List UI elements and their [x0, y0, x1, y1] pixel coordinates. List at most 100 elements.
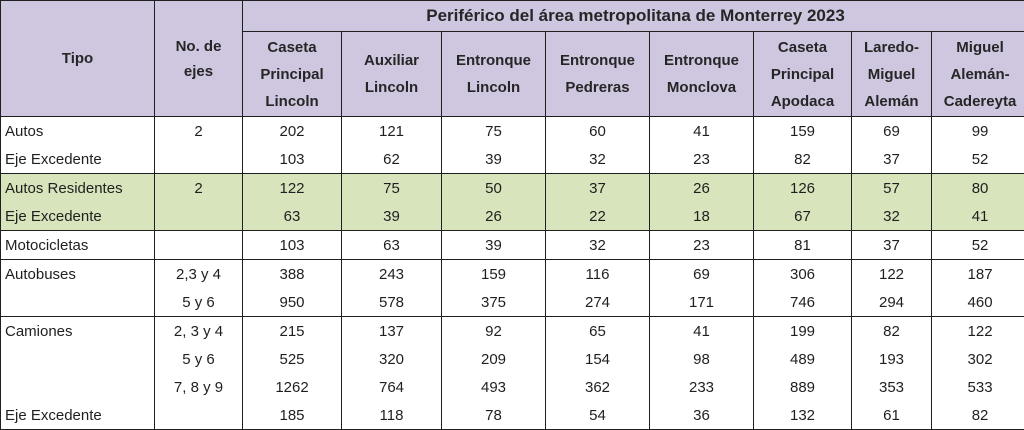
rate-cell: 460	[932, 288, 1024, 317]
rate-cell: 171	[650, 288, 754, 317]
rate-cell: 52	[932, 231, 1024, 260]
row-type-cell: Motocicletas	[1, 231, 155, 260]
rate-cell: 116	[546, 260, 650, 289]
rate-cell: 122	[932, 317, 1024, 346]
rate-cell: 41	[650, 117, 754, 146]
rate-cell: 63	[243, 202, 342, 231]
rate-cell: 118	[342, 401, 442, 430]
rate-cell: 199	[754, 317, 852, 346]
rate-cell: 80	[932, 174, 1024, 203]
rate-cell: 362	[546, 373, 650, 401]
row-axles-cell	[155, 145, 243, 174]
row-axles-cell: 2,3 y 4	[155, 260, 243, 289]
rate-cell: 69	[650, 260, 754, 289]
rate-cell: 533	[932, 373, 1024, 401]
rate-cell: 37	[852, 145, 932, 174]
rate-cell: 52	[932, 145, 1024, 174]
row-axles-cell: 5 y 6	[155, 345, 243, 373]
rate-cell: 126	[754, 174, 852, 203]
rate-cell: 78	[442, 401, 546, 430]
rate-cell: 294	[852, 288, 932, 317]
rate-cell: 243	[342, 260, 442, 289]
ejes-header: No. de ejes	[155, 1, 243, 117]
rate-cell: 103	[243, 145, 342, 174]
rate-cell: 39	[442, 145, 546, 174]
rate-cell: 22	[546, 202, 650, 231]
rate-cell: 388	[243, 260, 342, 289]
row-type-cell	[1, 288, 155, 317]
rate-cell: 950	[243, 288, 342, 317]
column-header-line: Caseta	[243, 34, 341, 61]
column-header-caseta-principal-apodaca: Caseta Principal Apodaca	[754, 32, 852, 117]
rate-cell: 26	[650, 174, 754, 203]
tipo-header: Tipo	[1, 1, 155, 117]
rate-cell: 39	[342, 202, 442, 231]
rate-cell: 75	[342, 174, 442, 203]
row-axles-cell: 2	[155, 174, 243, 203]
column-header-line: Monclova	[650, 74, 753, 101]
rate-cell: 746	[754, 288, 852, 317]
rate-cell: 233	[650, 373, 754, 401]
ejes-header-line: ejes	[155, 59, 242, 84]
column-header-line: Alemán-	[932, 61, 1024, 88]
column-header-caseta-principal-lincoln: Caseta Principal Lincoln	[243, 32, 342, 117]
rate-cell: 306	[754, 260, 852, 289]
row-axles-cell: 2, 3 y 4	[155, 317, 243, 346]
ejes-header-line: No. de	[155, 34, 242, 59]
column-header-auxiliar-lincoln: Auxiliar Lincoln	[342, 32, 442, 117]
rate-cell: 889	[754, 373, 852, 401]
rate-cell: 32	[852, 202, 932, 231]
rate-cell: 92	[442, 317, 546, 346]
row-axles-cell: 7, 8 y 9	[155, 373, 243, 401]
rate-cell: 302	[932, 345, 1024, 373]
rate-cell: 54	[546, 401, 650, 430]
rate-cell: 99	[932, 117, 1024, 146]
column-header-line: Laredo-	[852, 34, 931, 61]
column-header-line: Entronque	[650, 47, 753, 74]
rate-cell: 23	[650, 145, 754, 174]
rate-cell: 132	[754, 401, 852, 430]
column-header-line: Lincoln	[342, 74, 441, 101]
rate-cell: 159	[754, 117, 852, 146]
column-header-line: Auxiliar	[342, 47, 441, 74]
rate-cell: 122	[852, 260, 932, 289]
rate-cell: 187	[932, 260, 1024, 289]
rate-cell: 41	[932, 202, 1024, 231]
rate-cell: 82	[932, 401, 1024, 430]
rate-cell: 1262	[243, 373, 342, 401]
rate-cell: 122	[243, 174, 342, 203]
rate-cell: 75	[442, 117, 546, 146]
column-header-line: Entronque	[546, 47, 649, 74]
row-type-cell: Eje Excedente	[1, 145, 155, 174]
column-header-line: Lincoln	[442, 74, 545, 101]
row-type-cell	[1, 345, 155, 373]
rate-cell: 32	[546, 145, 650, 174]
row-type-cell: Eje Excedente	[1, 401, 155, 430]
row-axles-cell: 5 y 6	[155, 288, 243, 317]
column-header-line: Principal	[243, 61, 341, 88]
row-axles-cell	[155, 401, 243, 430]
rate-cell: 81	[754, 231, 852, 260]
row-type-cell: Autos Residentes	[1, 174, 155, 203]
rate-cell: 159	[442, 260, 546, 289]
rate-cell: 67	[754, 202, 852, 231]
rate-cell: 61	[852, 401, 932, 430]
table-title: Periférico del área metropolitana de Mon…	[243, 1, 1024, 32]
rate-cell: 82	[852, 317, 932, 346]
rate-cell: 32	[546, 231, 650, 260]
rate-cell: 60	[546, 117, 650, 146]
rate-cell: 26	[442, 202, 546, 231]
rate-cell: 764	[342, 373, 442, 401]
column-header-laredo-miguel-aleman: Laredo- Miguel Alemán	[852, 32, 932, 117]
rate-cell: 185	[243, 401, 342, 430]
column-header-entronque-pedreras: Entronque Pedreras	[546, 32, 650, 117]
